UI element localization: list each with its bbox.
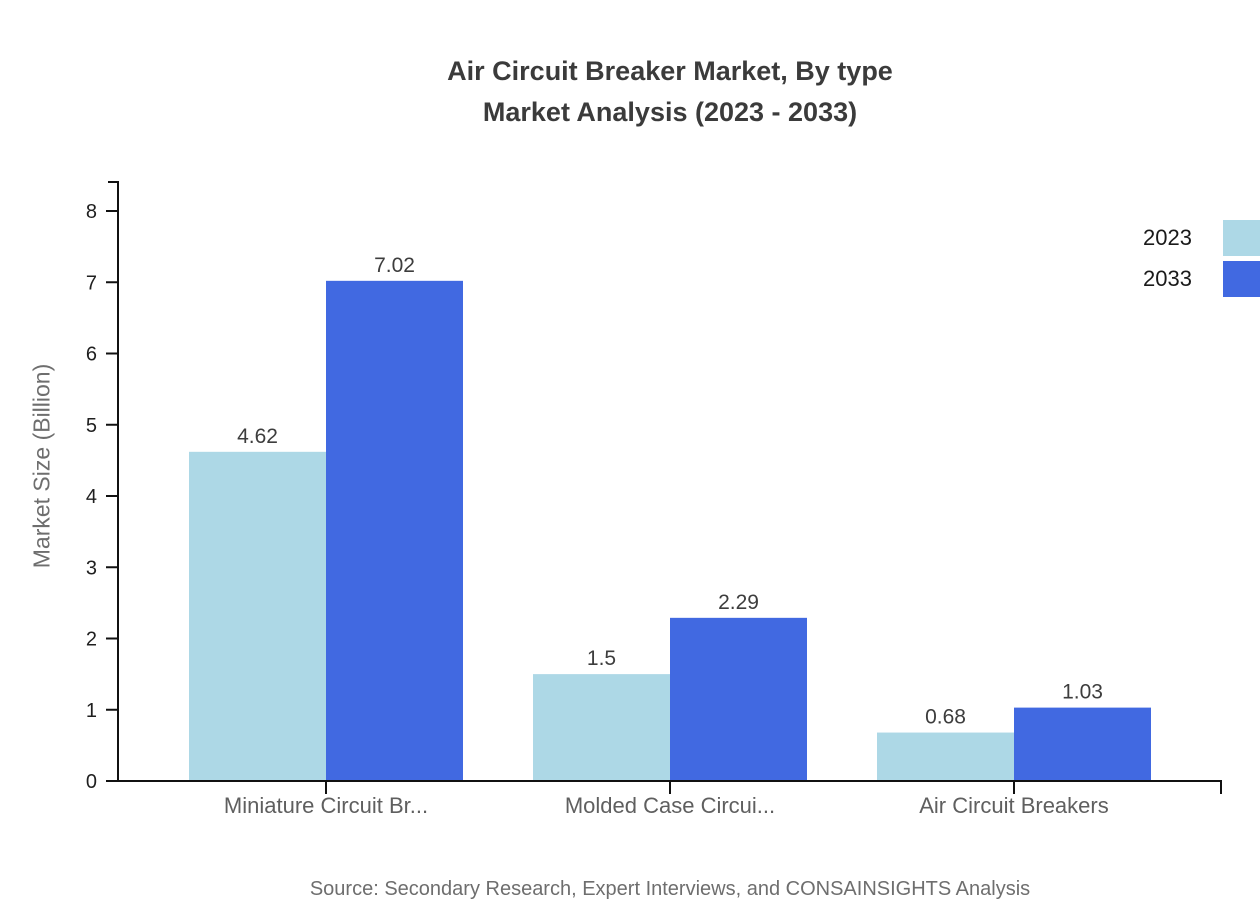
legend-item-2023: 2023	[1040, 220, 1260, 256]
legend-item-2033: 2033	[1040, 261, 1260, 297]
source-line: Source: Secondary Research, Expert Inter…	[309, 878, 1031, 900]
bar-value-label: 7.02	[374, 254, 415, 277]
x-axis-category-label: Miniature Circuit Br...	[224, 793, 428, 818]
x-axis-line	[117, 780, 1222, 794]
bar-value-label: 2.29	[718, 591, 759, 614]
bar-2033-1	[326, 280, 463, 781]
legend-label: 2033	[1143, 266, 1192, 291]
bar-2033-3	[1014, 707, 1151, 781]
bar-2033-2	[670, 617, 807, 781]
bar-2023-3	[877, 732, 1014, 781]
bar-value-label: 0.68	[925, 706, 966, 729]
y-axis-tick-label: 0	[86, 771, 97, 793]
y-axis-tick-label: 6	[86, 344, 97, 366]
bar-value-label: 1.5	[587, 647, 616, 670]
chart-title: Air Circuit Breaker Market, By type Mark…	[75, 51, 1260, 133]
legend-label: 2023	[1143, 225, 1192, 250]
bar-value-label: 4.62	[237, 425, 278, 448]
y-axis-tick-label: 4	[86, 486, 97, 508]
chart-title-line2: Market Analysis (2023 - 2033)	[482, 97, 858, 127]
x-axis-category-label: Air Circuit Breakers	[919, 793, 1108, 818]
y-axis-title: Market Size (Billion)	[28, 363, 55, 569]
y-axis-tick-label: 1	[86, 700, 97, 722]
y-axis-tick-label: 8	[86, 201, 97, 223]
y-axis-line	[108, 181, 119, 781]
bar-value-label: 1.03	[1062, 681, 1103, 704]
y-axis-tick-label: 7	[86, 272, 97, 294]
bar-2023-1	[189, 451, 326, 781]
legend-swatch	[1223, 220, 1260, 256]
bar-2023-2	[533, 674, 670, 781]
chart-title-line1: Air Circuit Breaker Market, By type	[447, 56, 893, 86]
y-axis-tick-label: 5	[86, 415, 97, 437]
legend-swatch	[1223, 261, 1260, 297]
y-axis-tick-label: 2	[86, 629, 97, 651]
y-axis-tick-label: 3	[86, 557, 97, 579]
x-axis-category-label: Molded Case Circui...	[565, 793, 775, 818]
